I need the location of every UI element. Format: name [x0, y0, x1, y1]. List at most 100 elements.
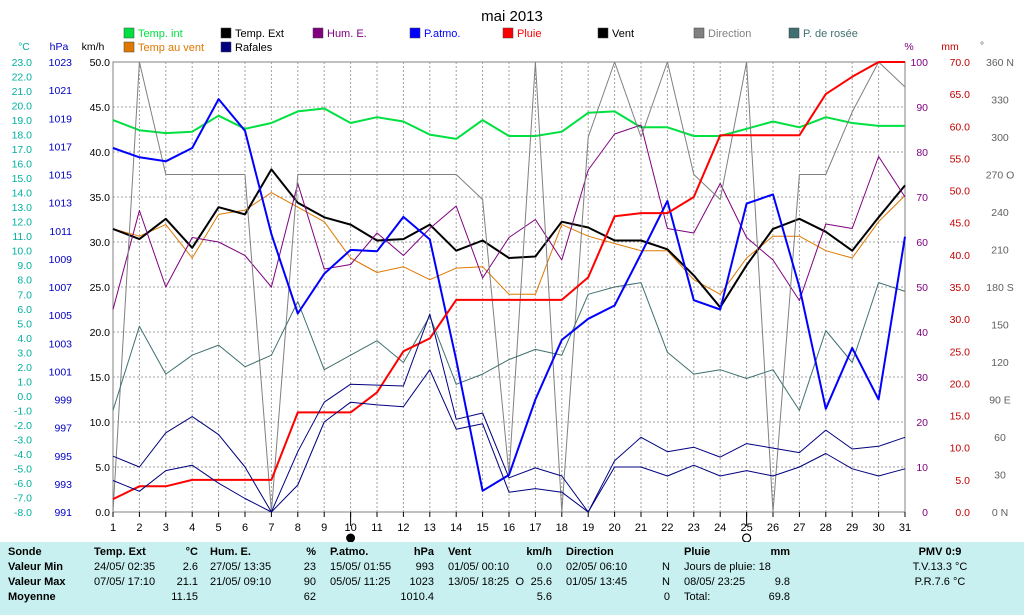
pressure-axis-tick-label: 1021: [49, 85, 73, 97]
legend-label-temp-int: Temp. int: [138, 28, 183, 40]
series-line-temp-ext: [112, 168, 906, 309]
stats-temp-header: Temp. Ext: [94, 546, 146, 558]
temp-axis-tick-label: 21.0: [12, 86, 33, 98]
chart-grid: [112, 61, 906, 513]
temp-axis-tick-label: -2.0: [14, 420, 32, 432]
x-axis-tick-label: 17: [529, 522, 541, 534]
stats-pmv-tv: T.V.13.3 °C: [912, 561, 968, 573]
temp-axis-tick-label: 3.0: [17, 347, 32, 359]
stats-direction-column: Direction 02/05/ 06:10 N 01/05/ 13:45 N 0: [566, 546, 670, 606]
humidity-axis-tick-label: 60: [916, 237, 928, 249]
temp-axis-tick-label: 9.0: [17, 260, 32, 272]
pressure-axis-tick-label: 999: [54, 395, 72, 407]
stats-rain-column: Pluie mm Jours de pluie: 18 08/05/ 23:25 9…: [684, 546, 790, 606]
pressure-axis-tick-label: 995: [54, 451, 72, 463]
temp-axis-tick-label: 15.0: [12, 173, 33, 185]
stats-hum-header: Hum. E.: [210, 546, 251, 558]
wind-axis-tick-label: 35.0: [90, 192, 111, 204]
stats-wind-average: 5.6: [536, 591, 552, 603]
rain-axis-tick-label: 45.0: [950, 218, 971, 230]
x-axis-tick-label: 16: [503, 522, 515, 534]
stats-dir-min-value: N: [662, 561, 670, 573]
stats-rain-max-date: 08/05/ 23:25: [684, 576, 746, 588]
legend-swatch-rafales: [220, 41, 232, 53]
chart-axes: 23.022.021.020.019.018.017.016.015.014.0…: [12, 40, 1015, 542]
pressure-axis-tick-label: 1019: [49, 113, 73, 125]
temp-axis-tick-label: 1.0: [17, 376, 32, 388]
legend-label-temp-au-vent: Temp au vent: [138, 42, 204, 54]
direction-axis-tick-label: 60: [994, 432, 1006, 444]
legend-label-hum-e: Hum. E.: [327, 28, 367, 40]
wind-axis-tick-label: 25.0: [90, 282, 111, 294]
stats-hum-max-value: 90: [303, 576, 316, 588]
temp-axis-tick-label: 23.0: [12, 57, 33, 69]
stats-temp-average: 11.15: [171, 591, 198, 603]
stats-rain-total-label: Total:: [684, 591, 711, 603]
direction-axis-tick-label: 120: [991, 357, 1009, 369]
x-axis-tick-label: 25: [740, 522, 752, 534]
chart-legend: Temp. int Temp au vent Temp. Ext Rafales Hum…: [123, 27, 858, 54]
temp-axis-tick-label: 16.0: [12, 159, 33, 171]
stats-hum-max-date: 21/05/ 09:10: [210, 576, 272, 588]
temp-axis-tick-label: 22.0: [12, 72, 33, 84]
direction-axis-tick-label: 270 O: [986, 170, 1015, 182]
series-line-pluie: [112, 61, 905, 500]
stats-hum-unit: %: [306, 546, 316, 558]
stats-rain-max-value: 9.8: [774, 576, 790, 588]
x-axis-tick-label: 22: [661, 522, 673, 534]
stats-dir-max-date: 01/05/ 13:45: [566, 576, 628, 588]
pressure-axis-unit: hPa: [50, 41, 69, 53]
chart-series: [112, 61, 906, 513]
stats-press-max-value: 1023: [409, 576, 434, 588]
temp-axis-tick-label: 0.0: [17, 391, 32, 403]
stats-rain-header: Pluie: [684, 546, 711, 558]
legend-label-pluie: Pluie: [517, 28, 541, 40]
humidity-axis-tick-label: 100: [910, 57, 928, 69]
stats-press-average: 1010.4: [400, 591, 434, 603]
stats-temp-unit: °C: [185, 546, 198, 558]
pressure-axis-tick-label: 1015: [49, 170, 73, 182]
direction-axis-tick-label: 150: [991, 320, 1009, 332]
temp-axis-tick-label: 13.0: [12, 202, 33, 214]
direction-axis-tick-label: 90 E: [989, 395, 1011, 407]
legend-label-vent: Vent: [612, 28, 634, 40]
pressure-axis-tick-label: 993: [54, 479, 72, 491]
x-axis-tick-label: 23: [688, 522, 700, 534]
x-axis-tick-label: 13: [424, 522, 436, 534]
series-line-p-de-ros-e: [112, 282, 906, 411]
temp-axis-tick-label: 10.0: [12, 246, 33, 258]
rain-axis-tick-label: 70.0: [950, 57, 971, 69]
stats-label-avg: Moyenne: [8, 591, 56, 603]
stats-labels-column: Sonde Valeur Min Valeur Max Moyenne: [8, 546, 65, 606]
x-axis-tick-label: 24: [714, 522, 726, 534]
legend-swatch-p-de-ros-e: [788, 27, 800, 39]
wind-axis-unit: km/h: [82, 41, 105, 53]
full-moon-icon: [742, 533, 752, 542]
pressure-axis-tick-label: 1017: [49, 141, 73, 153]
stats-wind-max-direction: O: [515, 576, 524, 588]
wind-axis-tick-label: 5.0: [95, 462, 110, 474]
stats-temp-max-date: 07/05/ 17:10: [94, 576, 156, 588]
pressure-axis-tick-label: 1023: [49, 57, 73, 69]
stats-temp-max-value: 21.1: [176, 576, 198, 588]
rain-axis-tick-label: 40.0: [950, 250, 971, 262]
stats-temp-min-value: 2.6: [182, 561, 198, 573]
stats-wind-max-value: 25.6: [530, 576, 552, 588]
series-line-hum-e: [112, 124, 906, 310]
x-axis-tick-label: 28: [820, 522, 832, 534]
direction-axis-tick-label: 360 N: [986, 57, 1014, 69]
stats-wind-unit: km/h: [526, 546, 552, 558]
temp-axis-tick-label: -8.0: [14, 507, 32, 519]
stats-press-min-value: 993: [415, 561, 434, 573]
series-line-p-atmo: [112, 98, 906, 492]
rain-axis-tick-label: 10.0: [950, 443, 971, 455]
stats-hum-min-date: 27/05/ 13:35: [210, 561, 272, 573]
x-axis-tick-label: 30: [872, 522, 884, 534]
wind-axis-tick-label: 40.0: [90, 147, 111, 159]
x-axis-tick-label: 12: [397, 522, 409, 534]
wind-axis-tick-label: 30.0: [90, 237, 111, 249]
direction-axis-tick-label: 300: [991, 132, 1009, 144]
x-axis-tick-label: 26: [767, 522, 779, 534]
humidity-axis-tick-label: 10: [916, 462, 928, 474]
direction-axis-unit: °: [980, 40, 984, 52]
